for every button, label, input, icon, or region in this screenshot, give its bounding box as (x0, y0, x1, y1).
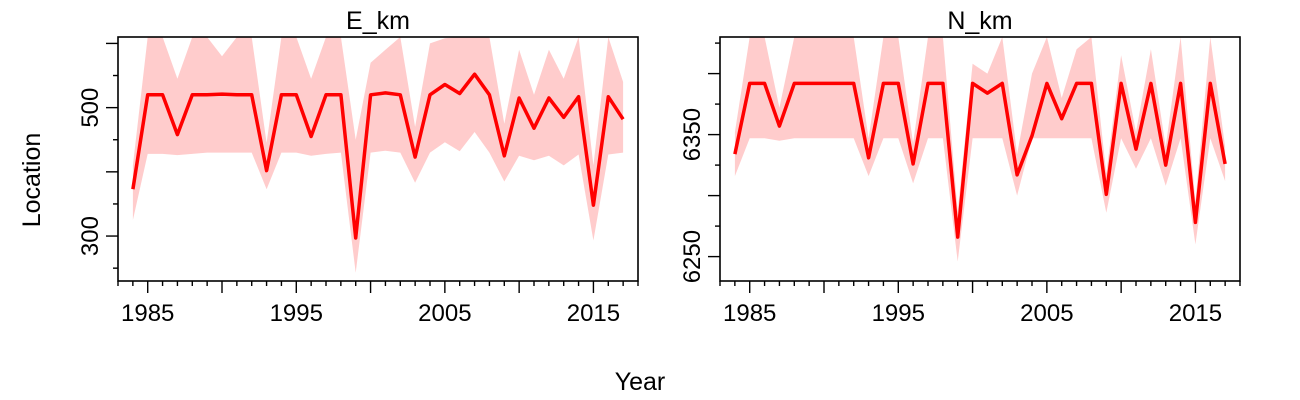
confidence-band (132, 37, 624, 273)
panel-title: N_km (947, 7, 1012, 35)
panel-n-km: 1985 1995 2005 2015 6250 6350 N_km (679, 7, 1241, 327)
x-tick-label: 2005 (418, 300, 471, 327)
y-tick-label: 6350 (679, 108, 706, 161)
series-line (733, 81, 1227, 239)
x-tick-label: 1995 (270, 300, 323, 327)
panel-title: E_km (346, 7, 410, 35)
x-axis-title: Year (615, 368, 666, 396)
y-axis-title: Location (18, 133, 46, 228)
x-tick-label: 1985 (121, 300, 174, 327)
y-tick-label: 6250 (679, 230, 706, 283)
y-tick-label: 500 (77, 88, 104, 128)
x-tick-label: 1995 (872, 300, 925, 327)
x-tick-label: 2005 (1020, 300, 1073, 327)
panel-e-km: 1985 1995 2005 2015 300 500 E_km (77, 7, 639, 327)
series-line (131, 72, 625, 240)
x-tick-label: 1985 (723, 300, 776, 327)
confidence-band (734, 37, 1226, 262)
plot-frame (719, 36, 1241, 282)
x-tick-label: 2015 (567, 300, 620, 327)
y-tick-label: 300 (77, 216, 104, 256)
plot-frame (117, 36, 639, 282)
x-tick-label: 2015 (1169, 300, 1222, 327)
